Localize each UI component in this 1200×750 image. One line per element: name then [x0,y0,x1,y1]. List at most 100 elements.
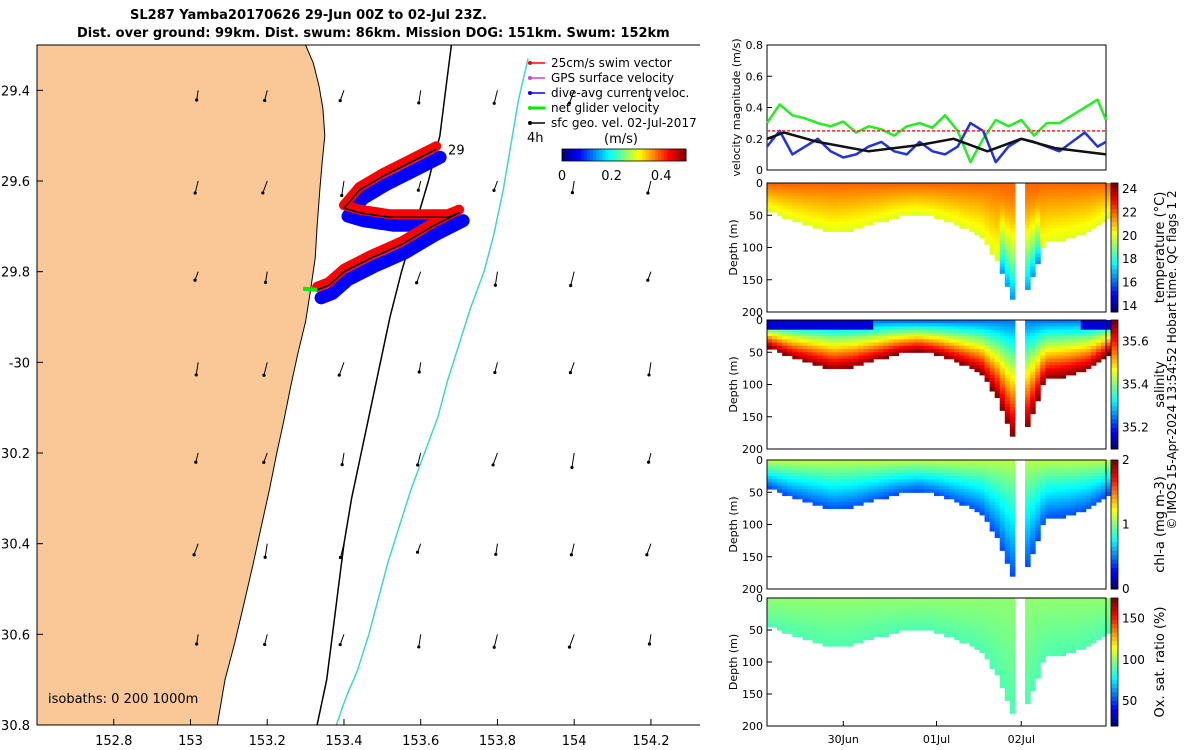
profile-cell [933,212,940,216]
profile-cell [989,192,996,197]
profile-cell [847,192,854,197]
profile-cell [994,511,1001,516]
profile-cell [873,633,879,637]
profile-cell [863,482,869,487]
legend-entry: sfc geo. vel. 02-Jul-2017 [551,116,697,130]
profile-cell [913,607,920,612]
profile-cell [837,208,844,213]
profile-cell [812,463,819,468]
profile-cell [1004,649,1011,653]
profile-cell [853,205,859,210]
profile-cell [1070,221,1077,226]
profile-cell [853,326,859,331]
profile-cell [918,479,925,484]
profile-cell [969,620,975,625]
profile-cell [1035,508,1041,513]
profile-cell [1030,260,1036,265]
profile-cell [1030,221,1036,226]
profile-cell [863,186,869,191]
depth-tick-label: 0 [756,454,763,467]
profile-cell [873,332,879,337]
profile-cell [923,604,930,609]
profile-cell [944,349,950,353]
profile-cell [782,617,788,621]
profile-cell [853,636,859,641]
profile-cell [1004,352,1011,357]
profile-cell [883,482,889,487]
profile-cell [792,195,798,200]
geo-velocity-arrow [264,90,268,101]
profile-cell [999,228,1006,232]
profile-cell [1085,323,1092,328]
profile-cell [1025,212,1031,216]
profile-cell [888,607,895,612]
profile-cell [1085,189,1092,194]
profile-cell [1025,253,1031,258]
profile-cell [999,479,1006,484]
profile-colorbar-segment [1111,657,1118,663]
profile-cell [1035,537,1041,542]
profile-cell [827,466,834,471]
profile-cell [913,202,920,207]
profile-cell [1030,540,1036,545]
profile-cell [797,460,803,464]
profile-cell [772,183,778,187]
profile-cell [1030,387,1036,392]
profile-cell [1050,601,1056,605]
profile-cell [928,472,935,477]
profile-cell [1085,485,1092,490]
profile-cell [1085,623,1092,628]
profile-cell [837,345,844,350]
profile-cell [787,492,793,497]
profile-cell [1030,463,1036,468]
profile-cell [837,607,844,612]
profile-cell [939,598,945,602]
profile-cell [792,463,798,468]
profile-cell [959,345,965,350]
profile-cell [797,623,803,628]
profile-cell [863,323,869,328]
profile-cell [832,326,839,331]
profile-cell [782,352,788,357]
profile-cell [979,208,986,213]
profile-cell [1065,329,1072,334]
profile-cell [989,323,996,328]
profile-cell [1060,601,1067,605]
profile-cell [959,466,965,471]
profile-colorbar-segment [1111,666,1118,672]
profile-cell [787,485,793,490]
profile-cell [868,463,874,468]
profile-cell [797,355,803,360]
profile-cell [1055,514,1061,519]
profile-cell [1025,397,1031,402]
profile-cell [923,323,930,328]
profile-cell [1030,514,1036,519]
profile-cell [918,339,925,344]
profile-cell [969,349,975,353]
profile-cell [1045,199,1051,203]
profile-cell [928,489,935,493]
profile-cell [822,323,829,328]
profile-cell [1025,339,1031,344]
profile-cell [1040,479,1046,484]
profile-cell [1060,183,1067,187]
profile-cell [1060,511,1067,516]
profile-cell [797,339,803,344]
colorbar-segment [667,149,671,161]
profile-cell [837,501,844,506]
geo-velocity-arrow [264,543,268,558]
profile-colorbar-segment [1111,533,1118,538]
profile-cell [792,202,798,207]
profile-cell [1004,397,1011,402]
profile-cell [923,208,930,213]
profile-cell [853,626,859,631]
profile-cell [979,183,986,187]
profile-cell [822,498,829,503]
profile-cell [898,598,905,602]
profile-cell [1004,485,1011,490]
depth-tick-label: 50 [749,486,763,499]
profile-cell [1070,469,1077,474]
profile-cell [939,630,945,634]
profile-cell [812,195,819,200]
profile-cell [923,199,930,203]
